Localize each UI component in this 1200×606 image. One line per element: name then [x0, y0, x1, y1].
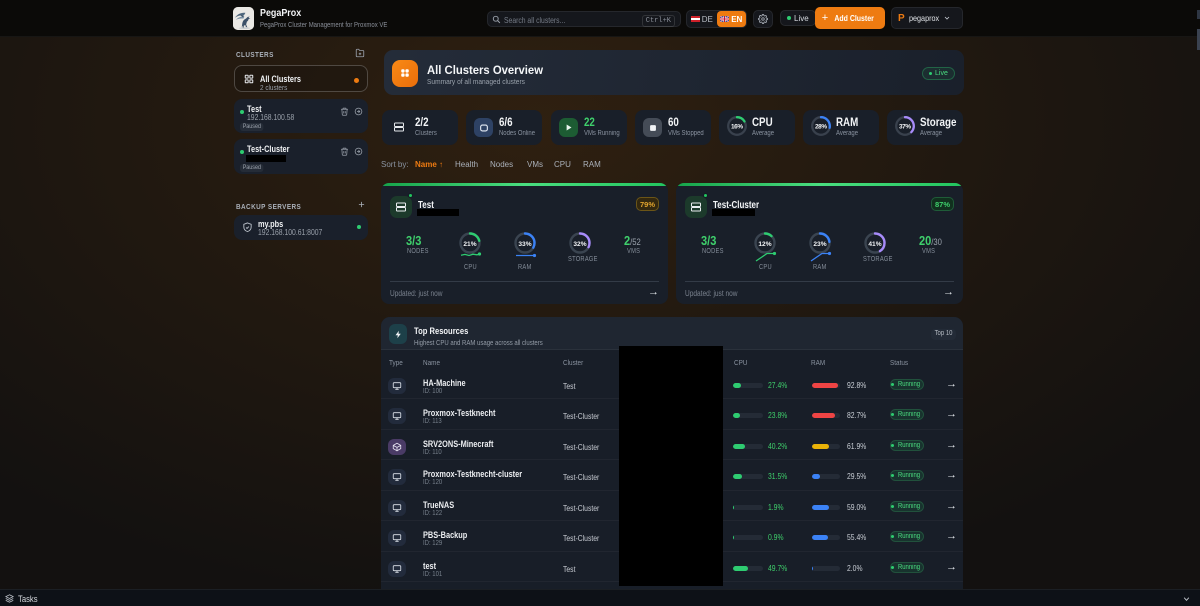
svg-text:33%: 33%	[518, 241, 531, 248]
svg-text:16%: 16%	[731, 123, 743, 130]
svg-text:32%: 32%	[573, 241, 586, 248]
svg-text:21%: 21%	[463, 241, 476, 248]
svg-text:41%: 41%	[868, 241, 881, 248]
svg-text:23%: 23%	[813, 241, 826, 248]
svg-text:28%: 28%	[815, 123, 827, 130]
svg-text:37%: 37%	[899, 123, 911, 130]
svg-text:12%: 12%	[758, 241, 771, 248]
